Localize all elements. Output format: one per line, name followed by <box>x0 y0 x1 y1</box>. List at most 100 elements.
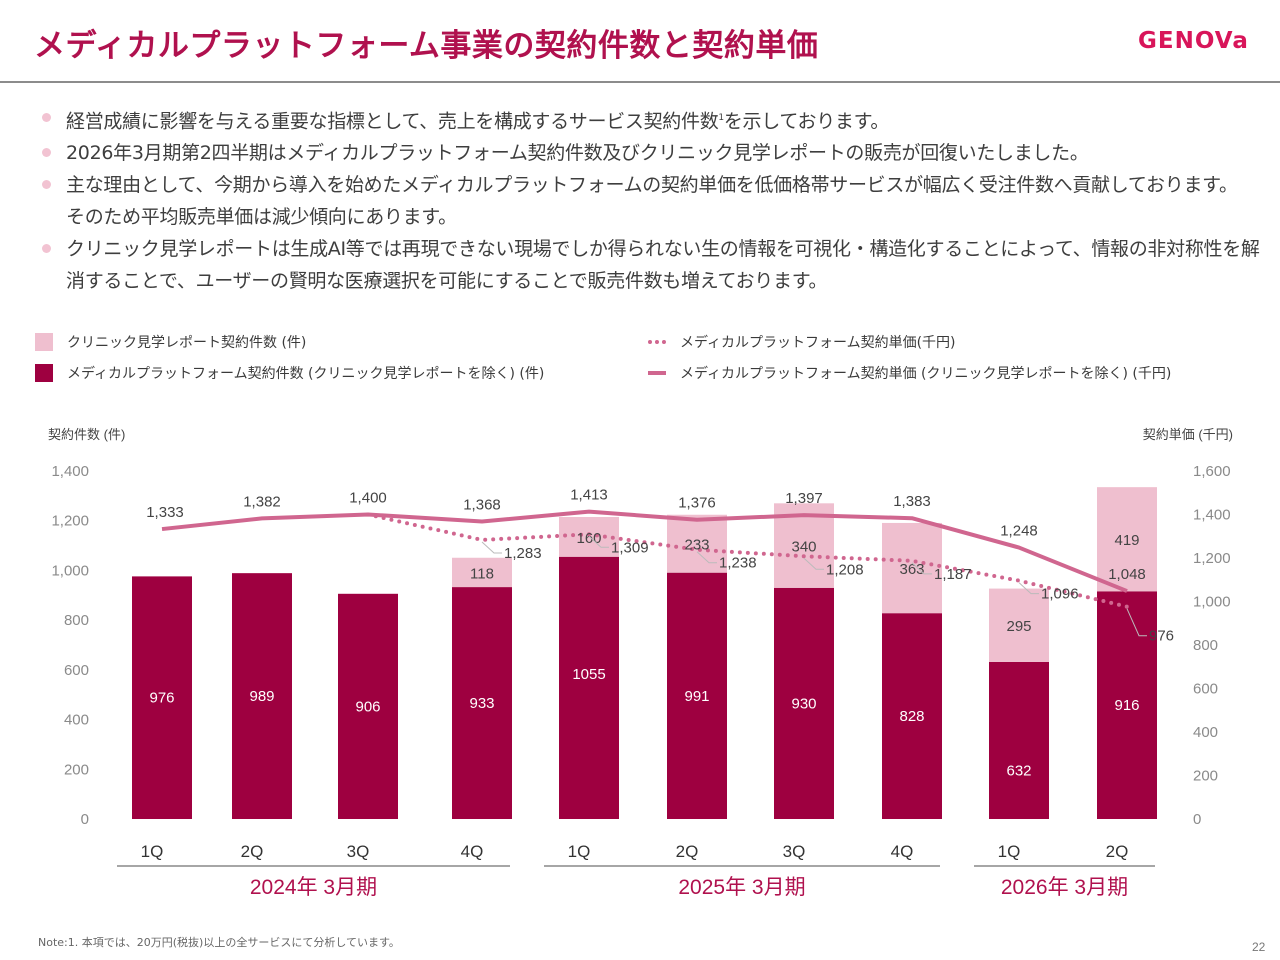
footnote-marker: 1 <box>718 113 724 123</box>
x-tick-label: 2Q <box>241 842 264 861</box>
legend-swatch-dark <box>35 364 53 382</box>
y-tick-right: 400 <box>1193 724 1218 741</box>
leader-line <box>1018 582 1039 595</box>
legend-swatch-light <box>35 333 53 351</box>
x-tick-label: 1Q <box>568 842 591 861</box>
page-title: メディカルプラットフォーム事業の契約件数と契約単価 <box>34 28 819 64</box>
bullet-item: 経営成績に影響を与える重要な指標として、売上を構成するサービス契約件数1を示して… <box>40 102 1260 137</box>
bar-clinic-count <box>1097 487 1157 592</box>
period-label: 2024年 3月期 <box>250 876 377 899</box>
data-label-mp-count: 632 <box>1006 762 1031 779</box>
bar-mp-count <box>989 661 1049 819</box>
y-tick-left: 1,200 <box>51 513 89 530</box>
leader-line <box>911 562 932 575</box>
bar-mp-count <box>338 593 398 819</box>
data-label-price-excl: 1,382 <box>243 493 281 510</box>
data-label-price-excl: 1,376 <box>678 495 716 512</box>
x-tick-label: 1Q <box>141 842 164 861</box>
data-label-mp-count: 991 <box>684 688 709 705</box>
y-axis-right-title: 契約単価 (千円) <box>1143 427 1233 442</box>
line-mp-price-all <box>366 512 1129 609</box>
footnote: Note:1. 本項では、20万円(税抜)以上の全サービスにて分析しています。 <box>38 936 400 949</box>
bar-mp-count <box>882 613 942 819</box>
leader-line <box>803 557 824 570</box>
y-tick-right: 200 <box>1193 768 1218 785</box>
bullet-item: 2026年3月期第2四半期はメディカルプラットフォーム契約件数及びクリニック見学… <box>40 137 1260 169</box>
y-axis-left-title: 契約件数 (件) <box>48 427 125 442</box>
data-label-price-all: 1,208 <box>826 561 864 578</box>
y-tick-left: 1,000 <box>51 562 89 579</box>
header-divider <box>0 81 1280 83</box>
y-tick-left: 200 <box>64 761 89 778</box>
line-mp-price-excl <box>161 509 1128 593</box>
y-tick-left: 1,400 <box>51 463 89 480</box>
bullet-list: 経営成績に影響を与える重要な指標として、売上を構成するサービス契約件数1を示して… <box>40 102 1260 297</box>
data-label-mp-count: 1055 <box>572 666 605 683</box>
bar-mp-count <box>232 573 292 819</box>
x-tick-label: 4Q <box>461 842 484 861</box>
x-tick-label: 1Q <box>998 842 1021 861</box>
data-label-mp-count: 828 <box>899 708 924 725</box>
data-label-clinic-count: 295 <box>1006 618 1031 635</box>
data-label-price-all: 1,283 <box>504 545 542 562</box>
data-label-mp-count: 933 <box>469 695 494 712</box>
leader-line <box>696 551 717 564</box>
data-label-price-all: 976 <box>1149 628 1174 645</box>
y-tick-right: 1,600 <box>1193 463 1231 480</box>
legend-item-clinic-count: クリニック見学レポート契約件数 (件) <box>35 332 306 352</box>
x-tick-label: 2Q <box>1106 842 1129 861</box>
legend-item-mp-count: メディカルプラットフォーム契約件数 (クリニック見学レポートを除く) (件) <box>35 363 544 383</box>
data-label-clinic-count: 340 <box>791 539 816 556</box>
bullet-item: 主な理由として、今期から導入を始めたメディカルプラットフォームの契約単価を低価格… <box>40 169 1246 233</box>
data-label-price-all: 1,238 <box>719 555 757 572</box>
contract-chart: 契約件数 (件) 契約単価 (千円) 0 200 400 600 800 1,000 1,2… <box>48 427 1233 899</box>
genova-logo: GENOVa <box>1138 28 1249 54</box>
data-label-price-excl: 1,248 <box>1000 523 1038 540</box>
data-label-mp-count: 976 <box>149 690 174 707</box>
bar-mp-count <box>559 556 619 819</box>
legend-item-mp-price-excl: メディカルプラットフォーム契約単価 (クリニック見学レポートを除く) (千円) <box>648 363 1171 383</box>
leader-line <box>588 535 609 548</box>
bar-mp-count <box>452 587 512 819</box>
period-label: 2025年 3月期 <box>678 876 805 899</box>
x-tick-label: 3Q <box>347 842 370 861</box>
bar-mp-count <box>132 576 192 819</box>
data-label-mp-count: 916 <box>1114 697 1139 714</box>
y-tick-left: 400 <box>64 712 89 729</box>
data-label-price-excl: 1,048 <box>1108 566 1146 583</box>
data-label-price-excl: 1,400 <box>349 490 387 507</box>
leader-line <box>1126 608 1147 637</box>
data-label-price-all: 1,309 <box>611 539 649 556</box>
data-label-mp-count: 989 <box>249 688 274 705</box>
data-label-price-all: 1,096 <box>1041 586 1079 603</box>
page-number: 22 <box>1252 940 1266 954</box>
y-tick-right: 1,400 <box>1193 507 1231 524</box>
bar-mp-count <box>667 572 727 819</box>
data-label-clinic-count: 419 <box>1114 532 1139 549</box>
data-label-mp-count: 930 <box>791 695 816 712</box>
period-label: 2026年 3月期 <box>1001 876 1128 899</box>
data-label-price-excl: 1,368 <box>463 496 501 513</box>
bar-mp-count <box>1097 591 1157 819</box>
data-label-price-excl: 1,413 <box>570 487 608 504</box>
data-label-price-excl: 1,397 <box>785 490 823 507</box>
bar-clinic-count <box>989 588 1049 662</box>
y-tick-right: 1,200 <box>1193 550 1231 567</box>
leader-line <box>481 541 502 554</box>
x-tick-label: 4Q <box>891 842 914 861</box>
y-tick-right: 0 <box>1193 811 1201 828</box>
y-tick-right: 800 <box>1193 637 1218 654</box>
legend-solid-line-icon <box>648 371 666 375</box>
data-label-price-excl: 1,333 <box>146 504 184 521</box>
bar-mp-count <box>774 587 834 819</box>
data-label-mp-count: 906 <box>355 698 380 715</box>
data-label-price-all: 1,187 <box>934 566 972 583</box>
bar-clinic-count <box>882 522 942 614</box>
y-tick-right: 600 <box>1193 681 1218 698</box>
bar-clinic-count <box>452 557 512 588</box>
x-tick-label: 3Q <box>783 842 806 861</box>
legend-dotted-line-icon <box>648 340 666 344</box>
data-label-clinic-count: 363 <box>899 561 924 578</box>
y-tick-left: 800 <box>64 612 89 629</box>
y-tick-left: 0 <box>81 811 89 828</box>
